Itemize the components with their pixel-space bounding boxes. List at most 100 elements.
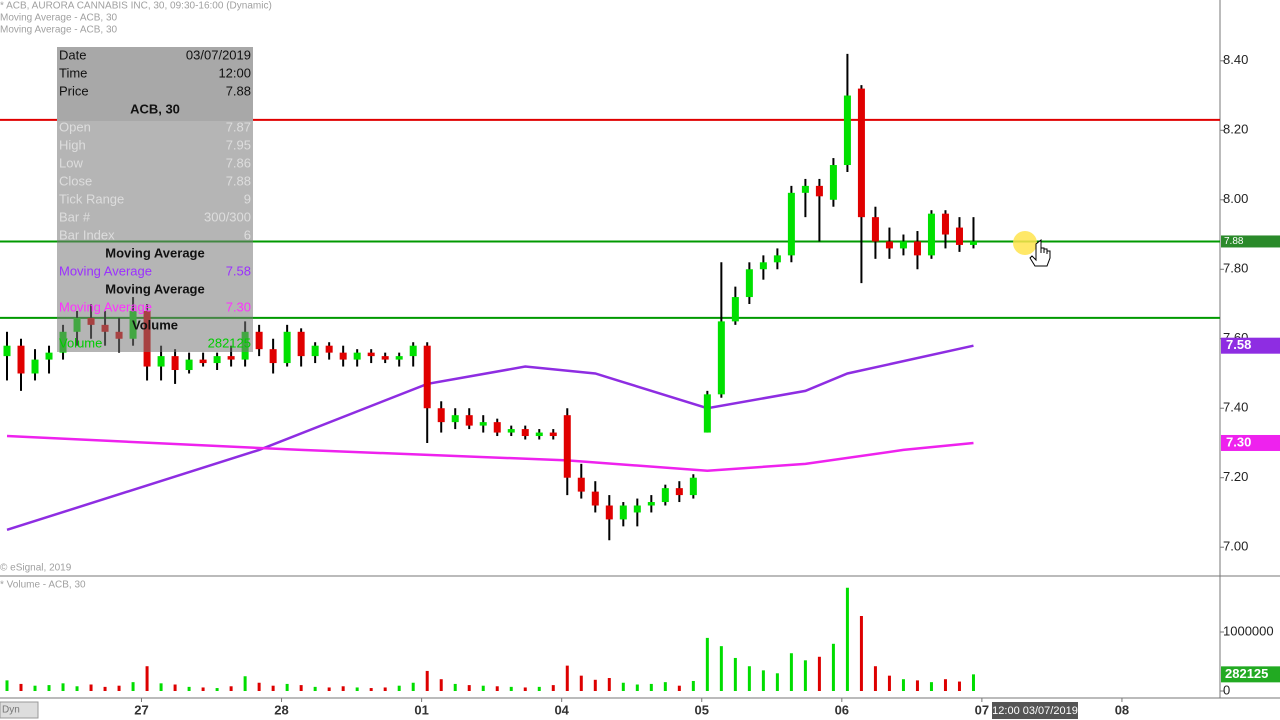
candle-body (689, 477, 697, 496)
candle-body (703, 394, 711, 433)
x-tick-label: 06 (835, 702, 849, 717)
candle-body (437, 408, 445, 423)
candle-body (465, 415, 473, 426)
candle-body (787, 192, 795, 256)
tooltip-value: 300/300 (204, 209, 251, 224)
x-tick-label: 28 (274, 702, 288, 717)
y-tick-label: 1000000 (1223, 623, 1274, 638)
candle-body (955, 227, 963, 245)
candle-body (675, 488, 683, 496)
candle-body (927, 213, 935, 256)
tooltip-study-value: 282125 (208, 335, 251, 350)
tooltip-label: Bar Index (59, 227, 115, 242)
tooltip-label: Bar # (59, 209, 91, 224)
corner-label: Dyn (2, 705, 20, 716)
candle-body (857, 88, 865, 218)
x-tick-label: 07 (975, 702, 989, 717)
candle-body (969, 241, 977, 245)
candle-body (647, 502, 655, 506)
candle-body (185, 359, 193, 371)
tooltip-label: Price (59, 83, 89, 98)
tooltip-label: Open (59, 119, 91, 134)
tooltip-body (57, 121, 253, 352)
candle-body (535, 432, 543, 437)
ma-marker-box (1221, 337, 1280, 354)
cursor-label-box (992, 702, 1078, 719)
candle-body (941, 213, 949, 235)
candle-body (451, 415, 459, 423)
candle-body (591, 491, 599, 506)
tooltip-value: 7.95 (226, 137, 251, 152)
x-tick-label: 27 (134, 702, 148, 717)
tooltip-value: 7.88 (226, 83, 251, 98)
legend-entry: Moving Average - ACB, 30 (0, 25, 118, 36)
candle-body (507, 429, 515, 433)
candle-body (339, 352, 347, 360)
candle-body (199, 359, 207, 364)
tooltip-value: 03/07/2019 (186, 47, 251, 62)
last-volume-box (1221, 666, 1280, 683)
tooltip-value: 9 (244, 191, 251, 206)
ma-marker-box (1221, 434, 1280, 451)
candle-body (563, 415, 571, 478)
candle-body (661, 488, 669, 503)
moving-average (6, 344, 974, 532)
candle-body (731, 297, 739, 322)
candle-body (577, 477, 585, 492)
y-tick-label: 0 (1223, 682, 1230, 697)
tooltip-label: Time (59, 65, 87, 80)
candle-body (283, 331, 291, 364)
tooltip-label: Date (59, 47, 86, 62)
x-tick-label: 01 (414, 702, 428, 717)
moving-average (6, 434, 974, 473)
candle-body (311, 345, 319, 357)
candle-body (395, 356, 403, 360)
last-price-box (1221, 235, 1280, 248)
candle-body (829, 165, 837, 200)
tooltip: Date 03/07/2019 Time 12:00 Price 7.88 ACB, 30 O… (57, 47, 253, 352)
tooltip-label: Low (59, 155, 83, 170)
tooltip-study-title: Volume (132, 317, 178, 332)
chart-title: * ACB, AURORA CANNABIS INC, 30, 09:30-16… (0, 1, 272, 12)
candle-body (899, 241, 907, 249)
tooltip-study-name: Volume (59, 335, 102, 350)
tooltip-top (57, 47, 253, 121)
corner-box[interactable] (0, 701, 39, 719)
candle-body (773, 255, 781, 263)
credit: © eSignal, 2019 (0, 563, 72, 574)
legend-entry: Moving Average - ACB, 30 (0, 13, 118, 24)
tooltip-study-title: Moving Average (105, 245, 204, 260)
tooltip-label: High (59, 137, 86, 152)
candle-body (871, 217, 879, 242)
candle-body (759, 262, 767, 270)
y-tick-label: 8.20 (1223, 122, 1248, 137)
ma-marker: 7.30 (1226, 434, 1251, 449)
volume-title: * Volume - ACB, 30 (0, 580, 86, 591)
ma-marker: 7.58 (1226, 337, 1251, 352)
candle-body (171, 356, 179, 371)
last-volume-label: 282125 (1225, 666, 1268, 681)
cursor-hand (1029, 238, 1051, 267)
candle-body (255, 331, 263, 350)
candle-body (493, 422, 501, 433)
candle-body (31, 359, 39, 374)
y-tick-label: 7.80 (1223, 261, 1248, 276)
candle-body (479, 422, 487, 426)
y-tick-label: 7.00 (1223, 539, 1248, 554)
y-tick-label: 7.20 (1223, 469, 1248, 484)
candle-body (913, 241, 921, 256)
x-tick-label: 05 (695, 702, 709, 717)
candle-body (213, 356, 221, 364)
tooltip-value: 7.88 (226, 173, 251, 188)
candle-body (423, 345, 431, 409)
candle-body (45, 352, 53, 360)
tooltip-section: ACB, 30 (130, 101, 180, 116)
candle-body (605, 505, 613, 520)
candle-body (353, 352, 361, 360)
tooltip-label: Tick Range (59, 191, 124, 206)
candle-body (269, 349, 277, 364)
tooltip-study-name: Moving Average (59, 263, 152, 278)
x-tick-label: 08 (1115, 702, 1129, 717)
